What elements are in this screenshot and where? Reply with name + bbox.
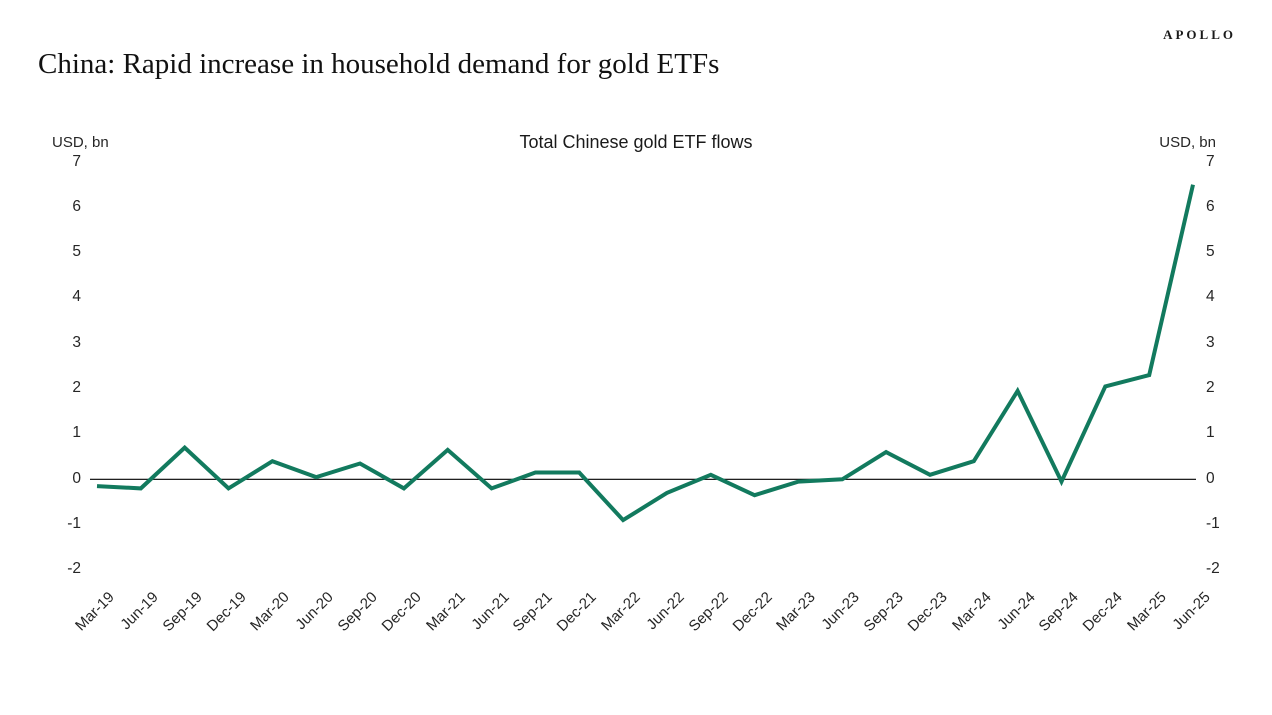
y-tick-right-6: 6 [1206,197,1215,215]
y-tick-right-3: 3 [1206,333,1215,351]
y-tick-left-0: 0 [72,469,81,487]
y-tick-left-1: 1 [72,424,81,442]
y-axis-unit-right: USD, bn [1159,134,1216,151]
chart-title: Total Chinese gold ETF flows [519,132,753,152]
page-title: China: Rapid increase in household deman… [38,48,720,80]
y-tick-right-5: 5 [1206,243,1215,261]
gold-etf-flow-line [96,184,1195,523]
y-tick-right-2: 2 [1206,379,1215,397]
y-tick-right-4: 4 [1206,288,1215,306]
y-tick-left--1: -1 [67,515,81,533]
y-tick-left-7: 7 [72,152,81,170]
y-tick-left-4: 4 [72,288,81,306]
y-axis-unit-left: USD, bn [52,134,109,151]
y-tick-right-7: 7 [1206,152,1215,170]
y-tick-left--2: -2 [67,560,81,578]
apollo-logo: APOLLO [1163,27,1236,42]
y-tick-left-5: 5 [72,243,81,261]
y-tick-left-6: 6 [72,197,81,215]
y-tick-left-2: 2 [72,379,81,397]
y-tick-right--2: -2 [1206,560,1220,578]
y-tick-right-1: 1 [1206,424,1215,442]
y-tick-left-3: 3 [72,333,81,351]
y-tick-right-0: 0 [1206,469,1215,487]
y-tick-right--1: -1 [1206,515,1220,533]
